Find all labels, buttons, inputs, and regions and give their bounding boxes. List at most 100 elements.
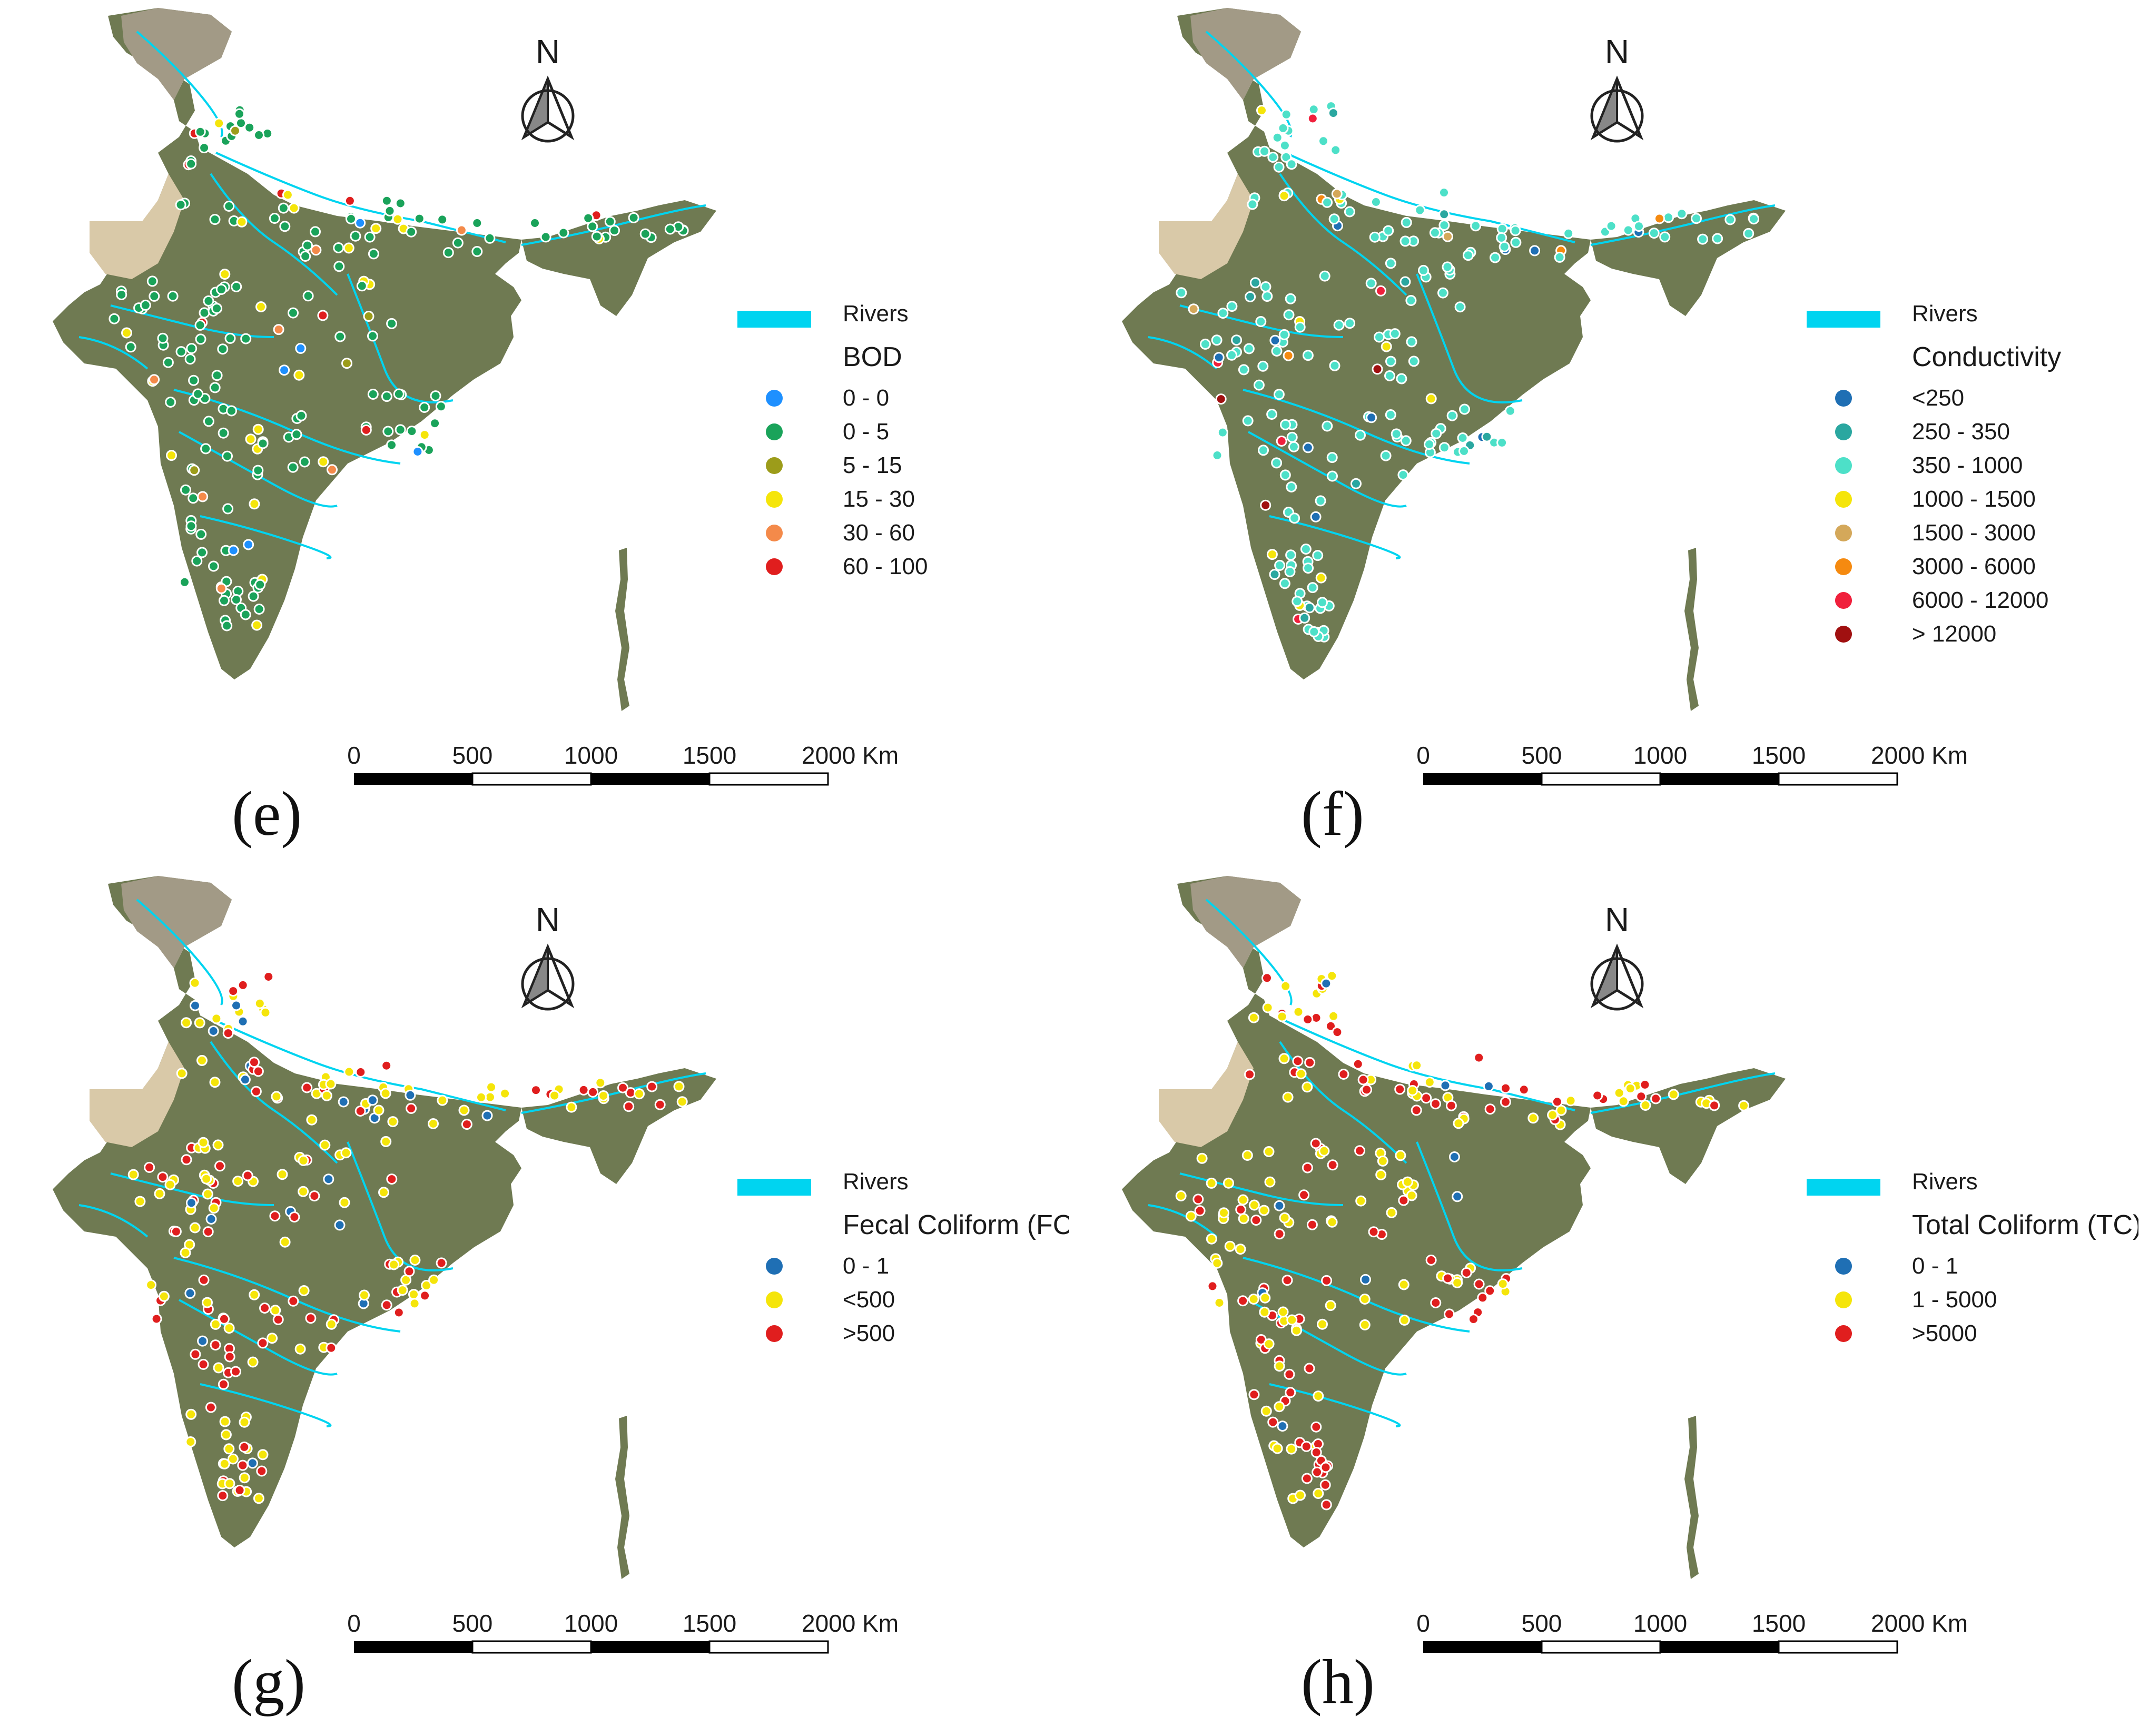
scale-segment [354,1641,472,1653]
legend-class-label: 250 - 350 [1912,419,2010,445]
sample-point [199,142,210,154]
sample-point [1310,1447,1322,1458]
sample-point [1318,1145,1330,1157]
sample-point [208,1202,220,1214]
sample-point [1648,228,1660,239]
sample-point [192,388,204,400]
sample-point [1303,563,1314,574]
sample-point [1389,328,1401,340]
sample-point [196,1054,208,1066]
sample-point [1414,204,1426,216]
sample-point [218,427,229,439]
sample-point [253,130,264,141]
rivers-legend-swatch [737,311,811,328]
river [521,204,706,246]
sample-point [1271,457,1283,469]
sample-point [393,1307,405,1318]
scale-segment [708,772,829,786]
sample-point [1312,550,1324,561]
sample-point [1331,188,1343,200]
sample-point [1477,1292,1489,1304]
sample-point [1266,549,1278,560]
sample-point [1351,478,1362,489]
sample-point [1264,1176,1276,1188]
sample-point [664,223,676,235]
river [1279,173,1407,296]
sample-point [1289,512,1300,524]
north-label: N [1605,901,1629,939]
sample-point [1253,379,1265,391]
sample-point [249,1057,260,1068]
sample-point [1328,213,1340,225]
legend-items: 0 - 1 1 - 5000 >5000 [1835,1253,1997,1346]
sample-point [323,1173,334,1185]
sample-point [157,1171,169,1183]
sample-point [1301,1473,1313,1484]
sample-point [1359,1319,1371,1330]
sample-point [205,1214,217,1225]
sample-point [294,1343,306,1355]
sample-point [1333,319,1345,331]
sample-point [257,1337,269,1349]
sample-point [428,1274,440,1286]
sample-point [1257,360,1269,372]
sample-point [1292,1056,1304,1067]
sample-point [461,1119,472,1130]
sample-point [1256,105,1267,116]
sample-point [194,126,206,137]
sample-point [1425,393,1437,405]
sample-point [213,117,225,129]
river [110,1172,274,1206]
north-arrow-ring [521,89,575,143]
scale-label: 2000 Km [1871,1610,1968,1637]
sample-point [628,212,639,223]
sample-point [295,410,307,421]
sample-point [1274,1401,1285,1413]
sample-point [1500,1082,1511,1094]
sample-point [364,231,376,243]
sample-point [1307,113,1318,124]
scale-bar: 0 500 1000 1500 2000 Km [347,742,899,786]
sample-point [263,971,274,982]
sample-point [1258,1205,1270,1216]
north-east-landmass [521,200,716,316]
sample-point [293,369,305,381]
sample-point [1438,220,1450,231]
sample-point [203,295,214,307]
sample-point [279,364,290,376]
sample-point [1438,442,1450,453]
legend-title: Fecal Coliform (FC) [843,1210,1069,1240]
north-arrow-ring [1590,89,1644,143]
scale-label: 0 [347,1610,361,1637]
sample-point [1368,1226,1379,1238]
sample-point [1327,470,1338,482]
sample-point [197,491,209,502]
sample-point [1226,301,1238,312]
river [1248,431,1407,508]
sample-point [1306,1219,1318,1230]
legend-swatch [1835,1258,1852,1275]
sample-point [654,1099,666,1110]
sample-point [306,1114,318,1126]
sample-point [1359,1294,1371,1305]
sample-point [1285,549,1297,561]
sample-point [239,1416,250,1428]
map-panel-3: N Rivers Fecal Coliform (FC) 0 - 1 <500 >5… [53,876,1069,1717]
sample-point [380,1136,392,1147]
sample-point [319,1139,331,1151]
scale-bar: 0 500 1000 1500 2000 Km [1416,1610,1968,1654]
sample-point [673,1081,685,1092]
river [1148,336,1218,370]
sample-point [1437,287,1448,299]
sample-point [1313,1390,1324,1402]
sample-point [208,1025,219,1037]
sample-point [1462,250,1474,261]
sample-point [1442,261,1453,273]
sample-point [1224,1240,1236,1252]
north-label: N [536,901,560,939]
sample-point [406,226,417,238]
sample-point [310,226,321,238]
river [1416,1141,1523,1271]
sample-point [1278,1053,1290,1064]
river [1148,1204,1218,1238]
